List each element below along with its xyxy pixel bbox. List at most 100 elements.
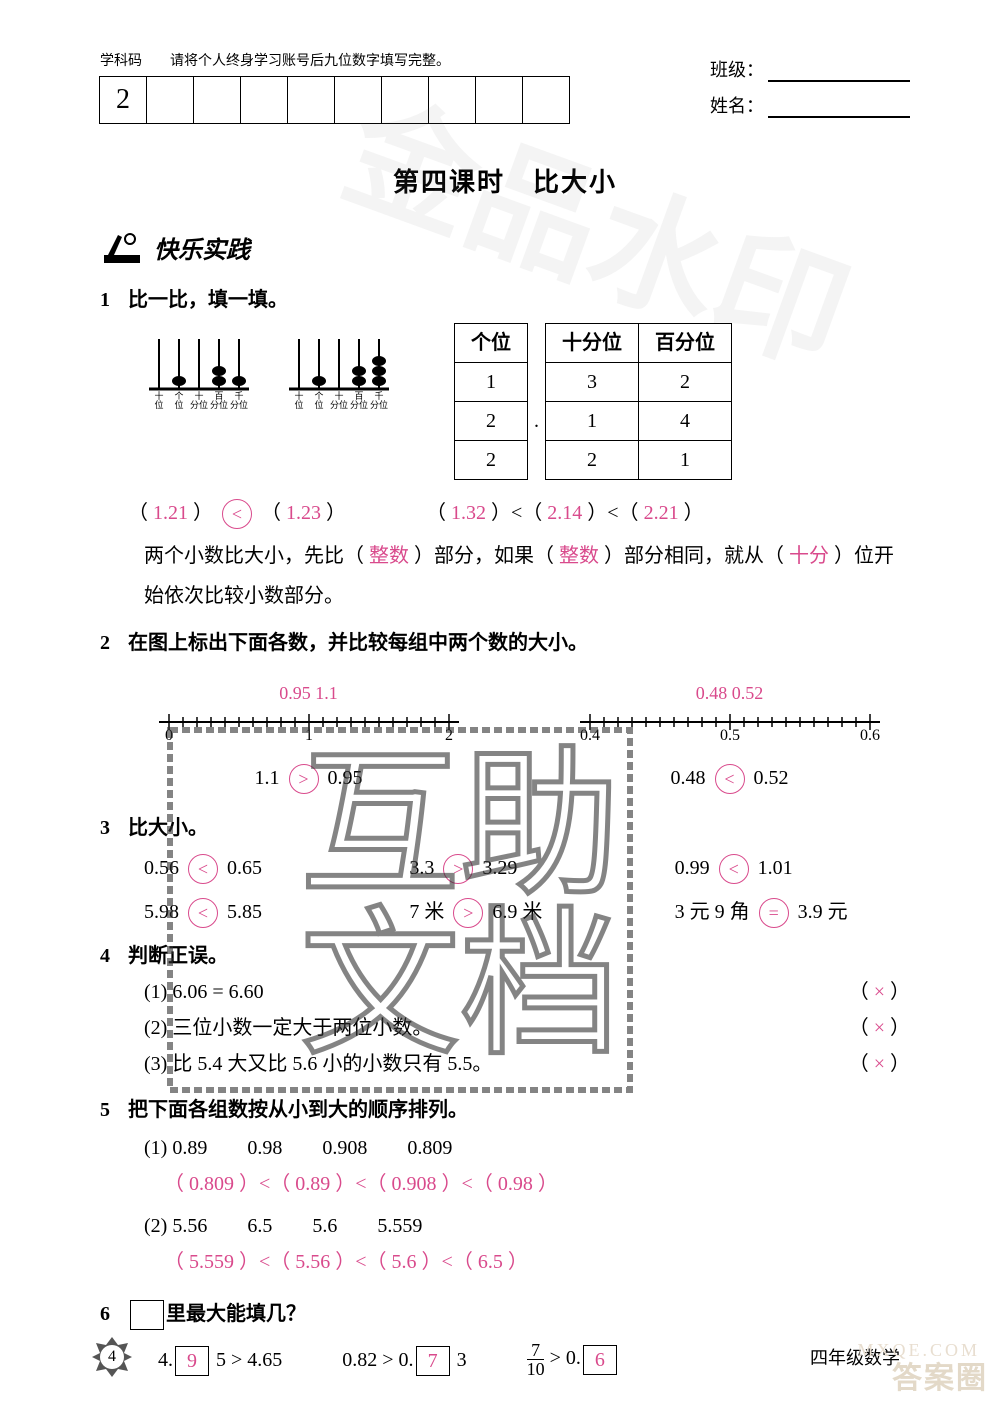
t: 0.52 bbox=[754, 767, 789, 789]
ans: 1.21 bbox=[153, 502, 188, 524]
svg-text:分位: 分位 bbox=[210, 399, 228, 409]
compare-item: 7 米 > 6.9 米 bbox=[409, 895, 644, 929]
t: 两个小数比大小，先比（ bbox=[144, 545, 369, 567]
ans: 1.32 bbox=[451, 502, 486, 524]
cell: 2 bbox=[455, 402, 528, 441]
ans: 1.23 bbox=[286, 502, 321, 524]
code-box[interactable] bbox=[193, 76, 241, 124]
order-nums: (2) 5.56 6.5 5.6 5.559 bbox=[144, 1209, 910, 1243]
code-box[interactable] bbox=[475, 76, 523, 124]
svg-text:位: 位 bbox=[314, 399, 323, 409]
compare-item: 3 元 9 角 = 3.9 元 bbox=[675, 895, 910, 929]
q3-num: 3 bbox=[100, 811, 128, 929]
q1-num: 1 bbox=[100, 283, 128, 616]
code-box[interactable] bbox=[334, 76, 382, 124]
q4-title: 判断正误。 bbox=[128, 939, 910, 973]
t: 0.48 bbox=[671, 767, 706, 789]
nl2-labels: 0.48 0.52 bbox=[549, 678, 910, 700]
page-number: 4 bbox=[108, 1348, 116, 1366]
judge-item: (3) 比 5.4 大又比 5.6 小的小数只有 5.5。（ × ） bbox=[144, 1047, 910, 1081]
fill-instruction: 请将个人终身学习账号后九位数字填写完整。 bbox=[170, 50, 450, 70]
order-answer: （ 5.559 ）<（ 5.56 ）<（ 5.6 ）<（ 6.5 ） bbox=[164, 1245, 910, 1279]
svg-text:分位: 分位 bbox=[190, 399, 208, 409]
nl1-answer: 1.1 > 0.95 bbox=[128, 761, 489, 795]
cell: 3 bbox=[546, 363, 639, 402]
q4-num: 4 bbox=[100, 939, 128, 1083]
name-line: 姓名： bbox=[710, 92, 910, 118]
compare-item: 5.98 < 5.85 bbox=[144, 895, 379, 929]
svg-text:分位: 分位 bbox=[370, 399, 388, 409]
question-3: 3 比大小。 0.56 < 0.653.3 > 3.290.99 < 1.015… bbox=[100, 811, 910, 929]
numberline-2: 0.48 0.52 0.4 0.5 0.6 0.48 bbox=[549, 678, 910, 795]
q2-title: 在图上标出下面各数，并比较每组中两个数的大小。 bbox=[128, 626, 910, 660]
ans: 2.21 bbox=[644, 502, 679, 524]
subject-code-label: 学科码 bbox=[100, 50, 142, 70]
section-title: 快乐实践 bbox=[154, 230, 250, 265]
q6-title: 里最大能填几？ bbox=[128, 1297, 910, 1331]
lesson-title: 第四课时 比大小 bbox=[100, 162, 910, 199]
svg-text:0.4: 0.4 bbox=[580, 727, 600, 742]
svg-text:0.5: 0.5 bbox=[720, 727, 740, 742]
header-left: 学科码 请将个人终身学习账号后九位数字填写完整。 2 bbox=[100, 50, 692, 124]
page-number-badge: 4 bbox=[90, 1335, 134, 1379]
footer-subject: 四年级数学 bbox=[810, 1344, 900, 1370]
judge-item: (1) 6.06 = 6.60（ × ） bbox=[144, 975, 910, 1009]
blank-box-icon bbox=[130, 1300, 164, 1330]
svg-text:分位: 分位 bbox=[330, 399, 348, 409]
ans: 整数 bbox=[559, 545, 599, 567]
abacus-1: 十个十百千 位位分位分位分位 bbox=[144, 331, 254, 409]
th-tenths: 十分位 bbox=[546, 324, 639, 363]
code-box[interactable] bbox=[381, 76, 429, 124]
cell: 1 bbox=[546, 402, 639, 441]
code-box[interactable] bbox=[240, 76, 288, 124]
code-box[interactable] bbox=[287, 76, 335, 124]
nl1-labels: 0.95 1.1 bbox=[128, 678, 489, 700]
question-2: 2 在图上标出下面各数，并比较每组中两个数的大小。 0.95 1.1 0 1 bbox=[100, 626, 910, 801]
question-1: 1 比一比，填一填。 bbox=[100, 283, 910, 616]
ans: 整数 bbox=[369, 545, 409, 567]
cell bbox=[528, 441, 546, 480]
cell: 2 bbox=[639, 363, 732, 402]
svg-text:2: 2 bbox=[445, 727, 453, 742]
abacus-2: 十个十百千 位位分位分位分位 bbox=[284, 331, 394, 409]
order-answer: （ 0.809 ）<（ 0.89 ）<（ 0.908 ）<（ 0.98 ） bbox=[164, 1167, 910, 1201]
header-right: 班级： 姓名： bbox=[710, 50, 910, 128]
q1-place-table: 个位 十分位 百分位 132 2.14 221 bbox=[454, 323, 732, 480]
header-instruction: 学科码 请将个人终身学习账号后九位数字填写完整。 bbox=[100, 50, 692, 70]
svg-text:0: 0 bbox=[165, 727, 173, 742]
q1-abacus-answer: （ 1.21 ） < （ 1.23 ） bbox=[128, 496, 346, 530]
header-row: 学科码 请将个人终身学习账号后九位数字填写完整。 2 班级： 姓名： bbox=[100, 50, 910, 128]
q3-grid: 0.56 < 0.653.3 > 3.290.99 < 1.015.98 < 5… bbox=[144, 851, 910, 929]
code-box[interactable] bbox=[428, 76, 476, 124]
code-box[interactable] bbox=[146, 76, 194, 124]
class-blank[interactable] bbox=[768, 64, 910, 82]
svg-text:0.6: 0.6 bbox=[860, 727, 880, 742]
question-4: 4 判断正误。 (1) 6.06 = 6.60（ × ）(2) 三位小数一定大于… bbox=[100, 939, 910, 1083]
th-dot bbox=[528, 324, 546, 363]
question-5: 5 把下面各组数按从小到大的顺序排列。 (1) 0.89 0.98 0.908 … bbox=[100, 1093, 910, 1287]
cell: 2 bbox=[455, 441, 528, 480]
q1-table-answer: （ 1.32 ）<（ 2.14 ）<（ 2.21 ） bbox=[426, 496, 704, 530]
name-blank[interactable] bbox=[768, 100, 910, 118]
svg-text:位: 位 bbox=[294, 399, 303, 409]
code-box-first: 2 bbox=[99, 76, 147, 124]
cell: 1 bbox=[455, 363, 528, 402]
q5-title: 把下面各组数按从小到大的顺序排列。 bbox=[128, 1093, 910, 1127]
code-boxes: 2 bbox=[100, 76, 692, 124]
nl2-answer: 0.48 < 0.52 bbox=[549, 761, 910, 795]
q1-title: 比一比，填一填。 bbox=[128, 283, 910, 317]
op-circle: > bbox=[289, 764, 319, 794]
cell bbox=[528, 363, 546, 402]
numberline-1: 0.95 1.1 0 1 2 1.1 > bbox=[128, 678, 489, 795]
svg-text:位: 位 bbox=[174, 399, 183, 409]
cell: 4 bbox=[639, 402, 732, 441]
name-label: 姓名： bbox=[710, 92, 764, 118]
q2-num: 2 bbox=[100, 626, 128, 801]
q3-title: 比大小。 bbox=[128, 811, 910, 845]
code-box[interactable] bbox=[522, 76, 570, 124]
q1-rule-text: 两个小数比大小，先比（ 整数 ）部分，如果（ 整数 ）部分相同，就从（ 十分 ）… bbox=[144, 536, 910, 616]
t: ）部分相同，就从（ bbox=[599, 545, 789, 567]
compare-item: 0.99 < 1.01 bbox=[675, 851, 910, 885]
q1-abacus-block: 十个十百千 位位分位分位分位 bbox=[128, 323, 394, 415]
t: ）部分，如果（ bbox=[409, 545, 559, 567]
